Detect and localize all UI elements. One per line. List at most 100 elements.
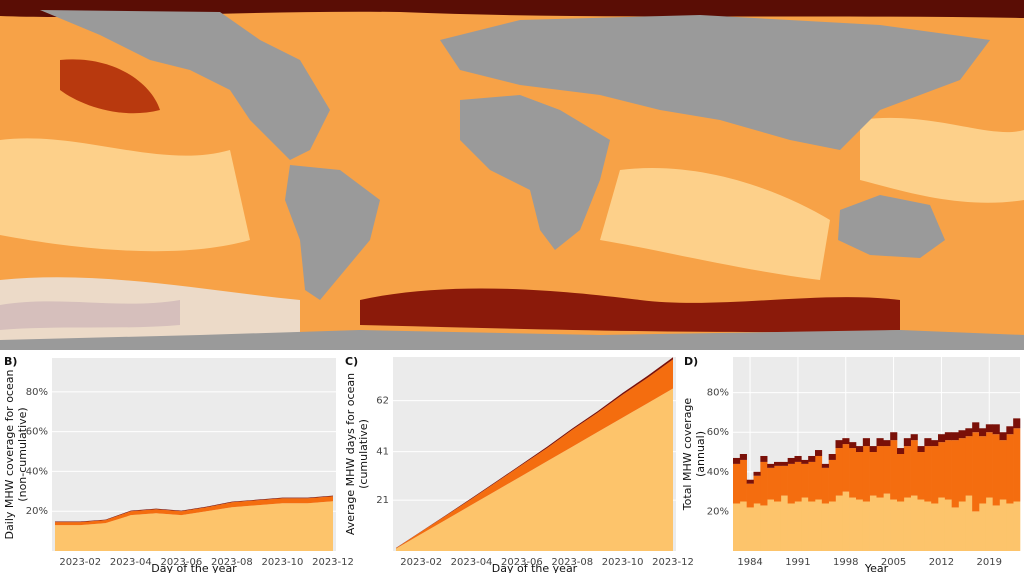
bar: [815, 499, 823, 551]
bar: [910, 495, 918, 551]
warm-patch: [600, 168, 830, 280]
bar: [903, 438, 911, 447]
bar: [958, 501, 966, 551]
bar: [869, 452, 877, 496]
bar: [801, 463, 809, 498]
bar: [849, 497, 857, 551]
bar: [1013, 501, 1021, 551]
north-america: [40, 10, 330, 160]
bar: [951, 432, 959, 441]
bar: [890, 432, 898, 441]
bar: [992, 434, 1000, 506]
x-axis-title: Day of the year: [492, 562, 578, 573]
bar: [856, 446, 864, 453]
x-tick-label: 2023-06: [501, 557, 543, 568]
y-axis-title: (cumulative): [357, 419, 370, 489]
x-tick-label: 2023-02: [400, 557, 442, 568]
x-tick-label: 2023-12: [312, 557, 354, 568]
bar: [808, 461, 816, 502]
hot-patch: [0, 0, 1024, 18]
area: [55, 496, 333, 526]
bar: [821, 463, 829, 468]
x-tick-label: 1984: [737, 557, 762, 568]
x-tick-label: 2023-04: [451, 557, 493, 568]
area: [55, 495, 333, 523]
warm-patch: [860, 117, 1024, 203]
bar: [821, 503, 829, 551]
bar: [760, 455, 768, 462]
bar: [985, 497, 993, 551]
bar: [979, 503, 987, 551]
bar: [862, 438, 870, 447]
bar: [828, 454, 836, 460]
bar: [739, 454, 747, 460]
bar: [965, 495, 973, 551]
bar: [917, 446, 925, 453]
y-axis-title: Average MHW days for ocean: [344, 373, 357, 535]
bar: [780, 465, 788, 496]
bar: [999, 432, 1007, 441]
bar: [746, 507, 754, 551]
y-tick-label: 80%: [26, 387, 48, 398]
bar: [835, 448, 843, 496]
bar: [958, 430, 966, 439]
y-axis-title: Daily MHW coverage for ocean: [3, 370, 16, 540]
bar: [965, 428, 973, 437]
bar: [780, 461, 788, 466]
x-axis-title: Day of the year: [151, 562, 237, 573]
bar: [876, 438, 884, 447]
bar: [917, 452, 925, 500]
bar: [883, 446, 891, 494]
y-tick-label: 60%: [707, 427, 729, 438]
bar: [890, 440, 898, 500]
bar: [746, 479, 754, 484]
bar: [910, 434, 918, 441]
bar: [862, 446, 870, 502]
y-tick-label: 41: [376, 447, 389, 458]
y-tick-label: 40%: [707, 467, 729, 478]
area: [55, 501, 333, 551]
bar: [883, 493, 891, 551]
bar: [903, 446, 911, 498]
y-axis-title: (annual): [694, 431, 707, 477]
bar: [746, 483, 754, 508]
bar: [835, 495, 843, 551]
bar: [842, 438, 850, 445]
south-america: [285, 165, 380, 300]
bar: [774, 465, 782, 502]
bar: [985, 432, 993, 498]
bar: [760, 505, 768, 551]
x-tick-label: 2012: [929, 557, 954, 568]
bar: [938, 434, 946, 443]
bar: [992, 505, 1000, 551]
x-tick-label: 2019: [977, 557, 1002, 568]
bar: [739, 459, 747, 502]
y-axis-title: (non-cumulative): [16, 407, 29, 501]
bar: [924, 438, 932, 447]
bar: [856, 499, 864, 551]
map: [0, 0, 1024, 350]
panel-label: D): [684, 355, 698, 368]
bar: [760, 461, 768, 506]
bar: [767, 499, 775, 551]
bar: [835, 440, 843, 449]
y-tick-label: 80%: [707, 388, 729, 399]
y-tick-label: 62: [376, 396, 389, 407]
bar: [944, 499, 952, 551]
bar: [958, 438, 966, 502]
x-tick-label: 1998: [833, 557, 858, 568]
x-tick-label: 2023-10: [262, 557, 304, 568]
bar: [979, 428, 987, 437]
bar: [767, 467, 775, 500]
bar: [753, 475, 761, 504]
bar: [972, 511, 980, 551]
bar: [787, 457, 795, 464]
bar: [801, 459, 809, 464]
bar: [999, 499, 1007, 551]
bar: [876, 446, 884, 498]
x-tick-label: 2023-02: [59, 557, 101, 568]
x-axis-title: Year: [864, 562, 889, 573]
bar: [1006, 434, 1014, 504]
bar: [979, 436, 987, 504]
